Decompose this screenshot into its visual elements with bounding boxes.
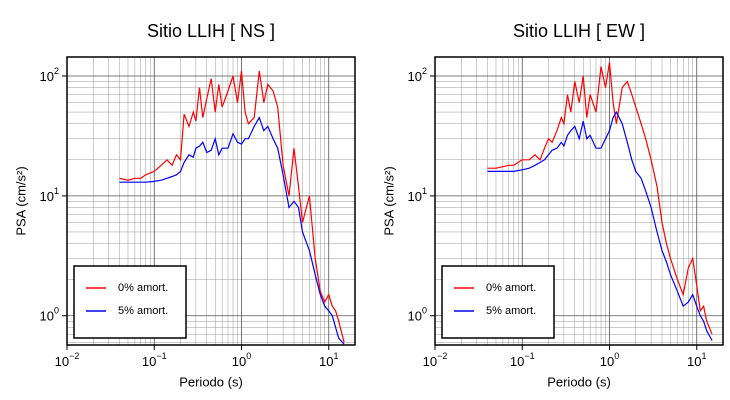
tick-label-base: 10: [40, 309, 54, 324]
tick-label-exponent: 0: [246, 351, 251, 361]
tick-label: 102: [408, 66, 427, 84]
tick-label-exponent: 1: [333, 351, 338, 361]
tick-label-exponent: 1: [701, 351, 706, 361]
tick-label-base: 10: [423, 354, 437, 369]
x-axis-label: Periodo (s): [547, 374, 611, 389]
tick-label-exponent: −2: [69, 351, 79, 361]
tick-label-base: 10: [319, 354, 333, 369]
y-axis-label: PSA (cm/s²): [13, 166, 28, 235]
tick-label-base: 10: [40, 69, 54, 84]
tick-label-exponent: 1: [422, 186, 427, 196]
tick-label: 102: [40, 66, 59, 84]
data-line: [487, 62, 713, 335]
legend-label: 0% amort.: [486, 282, 536, 294]
tick-label-exponent: 1: [54, 186, 59, 196]
tick-label-base: 10: [232, 354, 246, 369]
tick-label-exponent: 2: [54, 66, 59, 76]
tick-label-exponent: 2: [422, 66, 427, 76]
plot-frame: [434, 56, 724, 346]
tick-label-base: 10: [408, 69, 422, 84]
tick-label-base: 10: [408, 189, 422, 204]
tick-label-base: 10: [510, 354, 524, 369]
x-axis-label: Periodo (s): [179, 374, 243, 389]
tick-label-exponent: 0: [54, 306, 59, 316]
legend-label: 0% amort.: [118, 282, 168, 294]
tick-label: 100: [600, 351, 619, 369]
legend-box: [73, 265, 187, 339]
tick-label: 101: [408, 186, 427, 204]
tick-label: 101: [319, 351, 338, 369]
tick-label-exponent: −1: [524, 351, 534, 361]
tick-label-base: 10: [40, 189, 54, 204]
tick-label: 100: [40, 306, 59, 324]
legend-label: 5% amort.: [486, 305, 536, 317]
data-line: [119, 70, 345, 343]
tick-label: 10−1: [142, 351, 167, 369]
tick-label-base: 10: [142, 354, 156, 369]
chart-title: Sitio LLIH [ EW ]: [513, 21, 645, 41]
tick-label: 10−2: [55, 351, 80, 369]
tick-label-base: 10: [600, 354, 614, 369]
tick-label-exponent: −2: [437, 351, 447, 361]
tick-label-base: 10: [687, 354, 701, 369]
tick-label-base: 10: [408, 309, 422, 324]
plot-frame: [66, 56, 356, 346]
data-line: [487, 110, 713, 341]
chart-title: Sitio LLIH [ NS ]: [147, 21, 275, 41]
tick-label: 101: [687, 351, 706, 369]
tick-label-exponent: 0: [422, 306, 427, 316]
tick-label: 10−2: [423, 351, 448, 369]
tick-label-exponent: 0: [614, 351, 619, 361]
y-axis-label: PSA (cm/s²): [381, 166, 396, 235]
tick-label-base: 10: [55, 354, 69, 369]
tick-label: 100: [408, 306, 427, 324]
legend-label: 5% amort.: [118, 305, 168, 317]
tick-label: 101: [40, 186, 59, 204]
data-line: [119, 116, 345, 345]
legend-box: [441, 265, 555, 339]
tick-label-exponent: −1: [156, 351, 166, 361]
tick-label: 10−1: [510, 351, 535, 369]
tick-label: 100: [232, 351, 251, 369]
